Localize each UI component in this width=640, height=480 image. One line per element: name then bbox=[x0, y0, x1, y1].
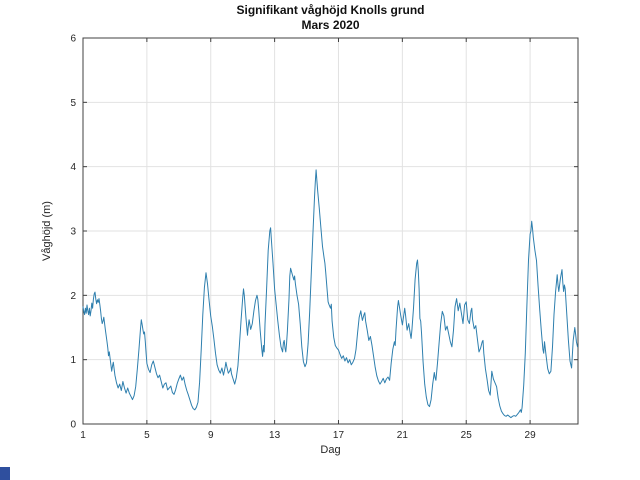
chart-title-line1: Signifikant våghöjd Knolls grund bbox=[236, 3, 425, 17]
x-tick-label: 13 bbox=[269, 430, 281, 441]
y-tick-label: 1 bbox=[70, 355, 76, 366]
x-tick-label: 17 bbox=[333, 430, 345, 441]
x-tick-label: 9 bbox=[208, 430, 214, 441]
y-tick-label: 4 bbox=[70, 162, 76, 173]
x-tick-label: 1 bbox=[80, 430, 86, 441]
x-tick-label: 25 bbox=[461, 430, 473, 441]
x-tick-label: 21 bbox=[397, 430, 409, 441]
x-tick-label: 5 bbox=[144, 430, 150, 441]
x-tick-label: 29 bbox=[525, 430, 537, 441]
y-tick-label: 2 bbox=[70, 291, 76, 302]
x-axis-label: Dag bbox=[320, 444, 341, 456]
y-tick-label: 6 bbox=[70, 34, 76, 45]
chart-title: Signifikant våghöjd Knolls grund Mars 20… bbox=[83, 3, 578, 33]
y-tick-label: 0 bbox=[70, 420, 76, 431]
y-tick-label: 3 bbox=[70, 227, 76, 238]
wave-height-line bbox=[82, 169, 578, 419]
y-tick-label: 5 bbox=[70, 98, 76, 109]
chart-title-line2: Mars 2020 bbox=[301, 18, 360, 32]
taskbar-fragment bbox=[0, 467, 10, 480]
